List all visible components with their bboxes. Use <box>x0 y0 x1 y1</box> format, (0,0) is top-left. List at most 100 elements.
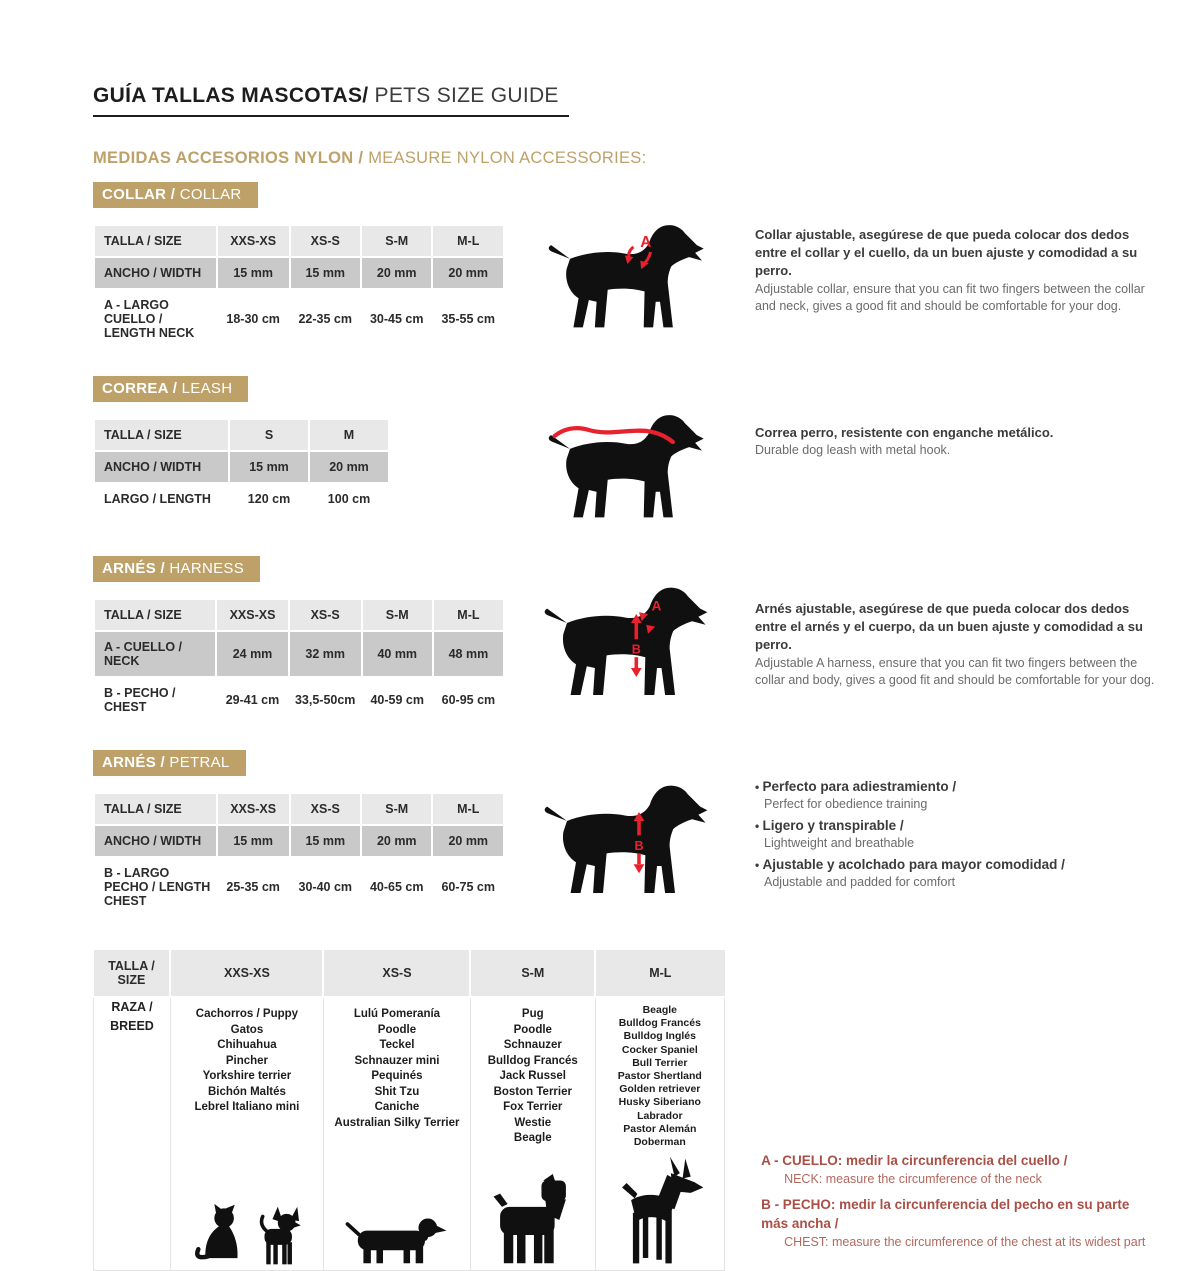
leash-width-value: 20 mm <box>310 452 388 482</box>
breed-list-xxs-xs: Cachorros / Puppy Gatos Chihuahua Pinche… <box>194 1008 300 1113</box>
petral-badge-es: ARNÉS / <box>102 754 165 771</box>
collar-col-ml: M-L <box>433 226 503 256</box>
petral-chest-value: 60-75 cm <box>433 858 503 916</box>
leash-section: CORREA / LEASH TALLA / SIZE S M ANCHO / … <box>93 376 1160 526</box>
breed-col-ml: M-L <box>594 950 725 998</box>
harness-neck-value: 24 mm <box>217 632 288 676</box>
harness-col-size: TALLA / SIZE <box>95 600 216 630</box>
note-chest: B - PECHO: medir la circunferencia del p… <box>761 1196 1160 1251</box>
harness-section: ARNÉS / HARNESS TALLA / SIZE XXS-XS XS-S… <box>93 556 1160 724</box>
petral-feature-en: Perfect for obedience training <box>764 797 928 812</box>
collar-length-value: 35-55 cm <box>433 290 503 348</box>
petral-feature: Perfecto para adiestramiento / Perfect f… <box>755 778 1157 813</box>
breed-col-xs: XS-S <box>322 950 471 998</box>
leash-col-s: S <box>230 420 308 450</box>
petral-feature-es: Ligero y transpirable / <box>755 817 1157 835</box>
petral-badge: ARNÉS / PETRAL <box>93 750 246 776</box>
harness-chest-value: 29-41 cm <box>217 678 288 722</box>
harness-measure-a-marker: A <box>652 598 662 613</box>
collar-badge-en: COLLAR <box>175 186 242 203</box>
doberman-icon <box>621 1156 704 1264</box>
petral-badge-en: PETRAL <box>164 754 230 771</box>
breed-table: TALLA / SIZE XXS-XS XS-S S-M M-L RAZA / … <box>93 950 726 1271</box>
breed-row-label-text: RAZA / BREED <box>110 1000 154 1033</box>
collar-width-value: 20 mm <box>361 258 432 288</box>
petral-chest-label: B - LARGO PECHO / LENGTH CHEST <box>95 858 216 916</box>
breed-list-xs-s: Lulú Pomeranía Poodle Teckel Schnauzer m… <box>334 1008 460 1129</box>
harness-measure-b-marker: B <box>632 643 641 657</box>
note-chest-en: CHEST: measure the circumference of the … <box>784 1235 1146 1250</box>
petral-feature-en: Lightweight and breathable <box>764 836 915 851</box>
breed-col-size: TALLA / SIZE <box>93 950 171 998</box>
dachshund-icon <box>345 1218 447 1264</box>
leash-badge: CORREA / LEASH <box>93 376 249 402</box>
collar-dog-icon: A <box>548 225 704 328</box>
note-chest-es: B - PECHO: medir la circunferencia del p… <box>761 1197 1130 1232</box>
nylon-subtitle-en: MEASURE NYLON ACCESSORIES: <box>368 149 647 167</box>
note-neck: A - CUELLO: medir la circunferencia del … <box>761 1152 1160 1188</box>
petral-feature-list: Perfecto para adiestramiento / Perfect f… <box>755 778 1157 891</box>
note-neck-es: A - CUELLO: medir la circunferencia del … <box>761 1153 1068 1168</box>
collar-length-value: 30-45 cm <box>361 290 432 348</box>
harness-desc-en: Adjustable A harness, ensure that you ca… <box>755 655 1155 688</box>
petral-section: ARNÉS / PETRAL TALLA / SIZE XXS-XS XS-S … <box>93 750 1160 918</box>
page-title: GUÍA TALLAS MASCOTAS/ PETS SIZE GUIDE <box>93 84 569 117</box>
leash-col-size: TALLA / SIZE <box>95 420 228 450</box>
breed-col-sm: S-M <box>469 950 596 998</box>
nylon-subtitle-es: MEDIDAS ACCESORIOS NYLON / <box>93 149 369 167</box>
petral-col-sm: S-M <box>362 794 432 824</box>
harness-badge-es: ARNÉS / <box>102 560 165 577</box>
schnauzer-icon <box>493 1173 566 1264</box>
leash-badge-es: CORREA / <box>102 380 178 397</box>
nylon-subtitle: MEDIDAS ACCESORIOS NYLON / MEASURE NYLON… <box>93 149 1160 168</box>
page-title-es: GUÍA TALLAS MASCOTAS/ <box>93 84 369 107</box>
harness-chest-label: B - PECHO / CHEST <box>95 678 216 722</box>
breed-col-xxs: XXS-XS <box>169 950 324 998</box>
petral-width-label: ANCHO / WIDTH <box>95 826 216 856</box>
collar-desc-es: Collar ajustable, asegúrese de que pueda… <box>755 227 1138 279</box>
measurement-notes: A - CUELLO: medir la circunferencia del … <box>761 1152 1160 1260</box>
leash-badge-en: LEASH <box>177 380 233 397</box>
harness-chest-value: 40-59 cm <box>362 678 432 722</box>
collar-col-size: TALLA / SIZE <box>95 226 216 256</box>
breed-section: TALLA / SIZE XXS-XS XS-S S-M M-L RAZA / … <box>93 950 1160 1271</box>
harness-chest-value: 33,5-50cm <box>289 678 361 722</box>
harness-col-sm: S-M <box>362 600 432 630</box>
petral-width-value: 20 mm <box>362 826 432 856</box>
collar-size-table: TALLA / SIZE XXS-XS XS-S S-M M-L ANCHO /… <box>93 224 505 350</box>
harness-desc-es: Arnés ajustable, asegúrese de que pueda … <box>755 601 1143 653</box>
leash-dog-icon <box>548 415 704 518</box>
petral-feature: Ajustable y acolchado para mayor comodid… <box>755 856 1157 891</box>
collar-badge-es: COLLAR / <box>102 186 176 203</box>
harness-size-table: TALLA / SIZE XXS-XS XS-S S-M M-L A - CUE… <box>93 598 505 724</box>
petral-chest-value: 30-40 cm <box>290 858 360 916</box>
petral-col-xxs: XXS-XS <box>217 794 289 824</box>
petral-measure-b-marker: B <box>635 839 644 853</box>
collar-length-value: 22-35 cm <box>290 290 360 348</box>
leash-line <box>552 426 675 445</box>
harness-dog-icon: A B <box>544 587 708 695</box>
harness-chest-value: 60-95 cm <box>433 678 503 722</box>
harness-col-xxs: XXS-XS <box>217 600 288 630</box>
petral-feature: Ligero y transpirable / Lightweight and … <box>755 817 1157 852</box>
harness-col-xs: XS-S <box>289 600 361 630</box>
leash-length-value: 100 cm <box>310 484 388 514</box>
petral-width-value: 15 mm <box>217 826 289 856</box>
petral-dog-icon: B <box>544 785 708 893</box>
harness-neck-value: 40 mm <box>362 632 432 676</box>
breed-row-label: RAZA / BREED <box>93 996 171 1271</box>
breed-list-s-m: Pug Poodle Schnauzer Bulldog Francés Jac… <box>487 1008 578 1144</box>
collar-section: COLLAR / COLLAR TALLA / SIZE XXS-XS XS-S… <box>93 182 1160 350</box>
harness-neck-label: A - CUELLO / NECK <box>95 632 216 676</box>
collar-width-value: 15 mm <box>217 258 289 288</box>
petral-feature-es: Perfecto para adiestramiento / <box>755 778 1157 796</box>
collar-desc-en: Adjustable collar, ensure that you can f… <box>755 281 1145 314</box>
petral-feature-en: Adjustable and padded for comfort <box>764 875 956 890</box>
petral-width-value: 20 mm <box>433 826 503 856</box>
petral-width-value: 15 mm <box>290 826 360 856</box>
leash-desc-en: Durable dog leash with metal hook. <box>755 443 951 458</box>
harness-badge-en: HARNESS <box>164 560 245 577</box>
leash-length-label: LARGO / LENGTH <box>95 484 228 514</box>
cat-icon <box>194 1203 238 1260</box>
harness-neck-value: 32 mm <box>289 632 361 676</box>
